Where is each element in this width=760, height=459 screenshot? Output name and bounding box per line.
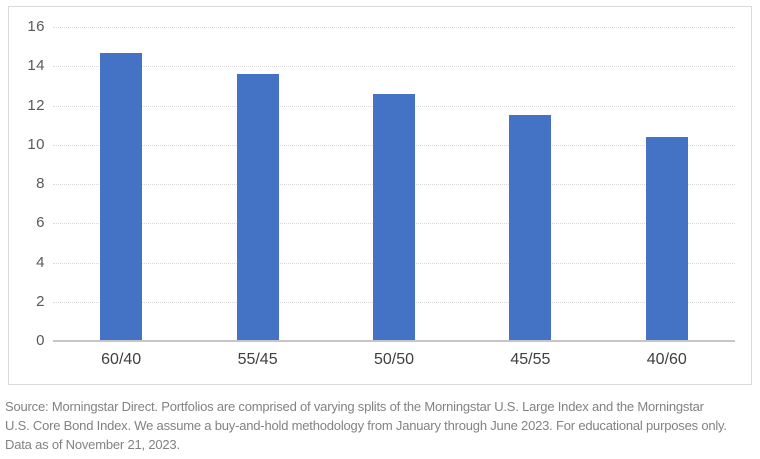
bar-55-45 — [236, 74, 279, 341]
y-axis-tick-label: 14 — [27, 57, 45, 75]
bar-chart: 0 2 4 6 8 10 12 14 16 60/40 55/45 50/50 45/55 40/60 — [8, 6, 752, 385]
x-axis-line — [53, 340, 735, 342]
x-axis-category-label: 60/40 — [101, 351, 142, 368]
x-axis-category-label: 50/50 — [373, 351, 415, 368]
plot-area: 0 2 4 6 8 10 12 14 16 60/40 55/45 50/50 45/55 40/60 — [9, 7, 751, 384]
x-axis-category-label: 45/55 — [510, 351, 551, 368]
bar-60-40 — [100, 52, 143, 341]
y-axis-tick-label: 10 — [27, 135, 45, 153]
x-axis-category-label: 40/60 — [646, 351, 687, 368]
bar-45-55 — [509, 115, 552, 341]
y-axis-tick-label: 12 — [27, 96, 45, 114]
source-note: Source: Morningstar Direct. Portfolios a… — [5, 397, 757, 454]
gridline-y-14 — [53, 66, 735, 68]
gridline-y-16 — [53, 27, 735, 28]
y-axis-tick-label: 0 — [36, 332, 45, 349]
y-axis-tick-label: 8 — [36, 175, 45, 192]
source-line-2: U.S. Core Bond Index. We assume a buy-an… — [5, 418, 727, 433]
source-line-1: Source: Morningstar Direct. Portfolios a… — [5, 399, 704, 414]
y-axis-tick-label: 4 — [36, 253, 45, 271]
y-axis-tick-label: 6 — [36, 214, 45, 232]
bar-50-50 — [373, 93, 415, 341]
x-axis-category-label: 55/45 — [237, 351, 278, 368]
y-axis-tick-label: 2 — [36, 292, 45, 310]
y-axis-tick-label: 16 — [27, 18, 45, 35]
bar-40-60 — [645, 136, 688, 341]
source-line-3: Data as of November 21, 2023. — [5, 437, 180, 452]
